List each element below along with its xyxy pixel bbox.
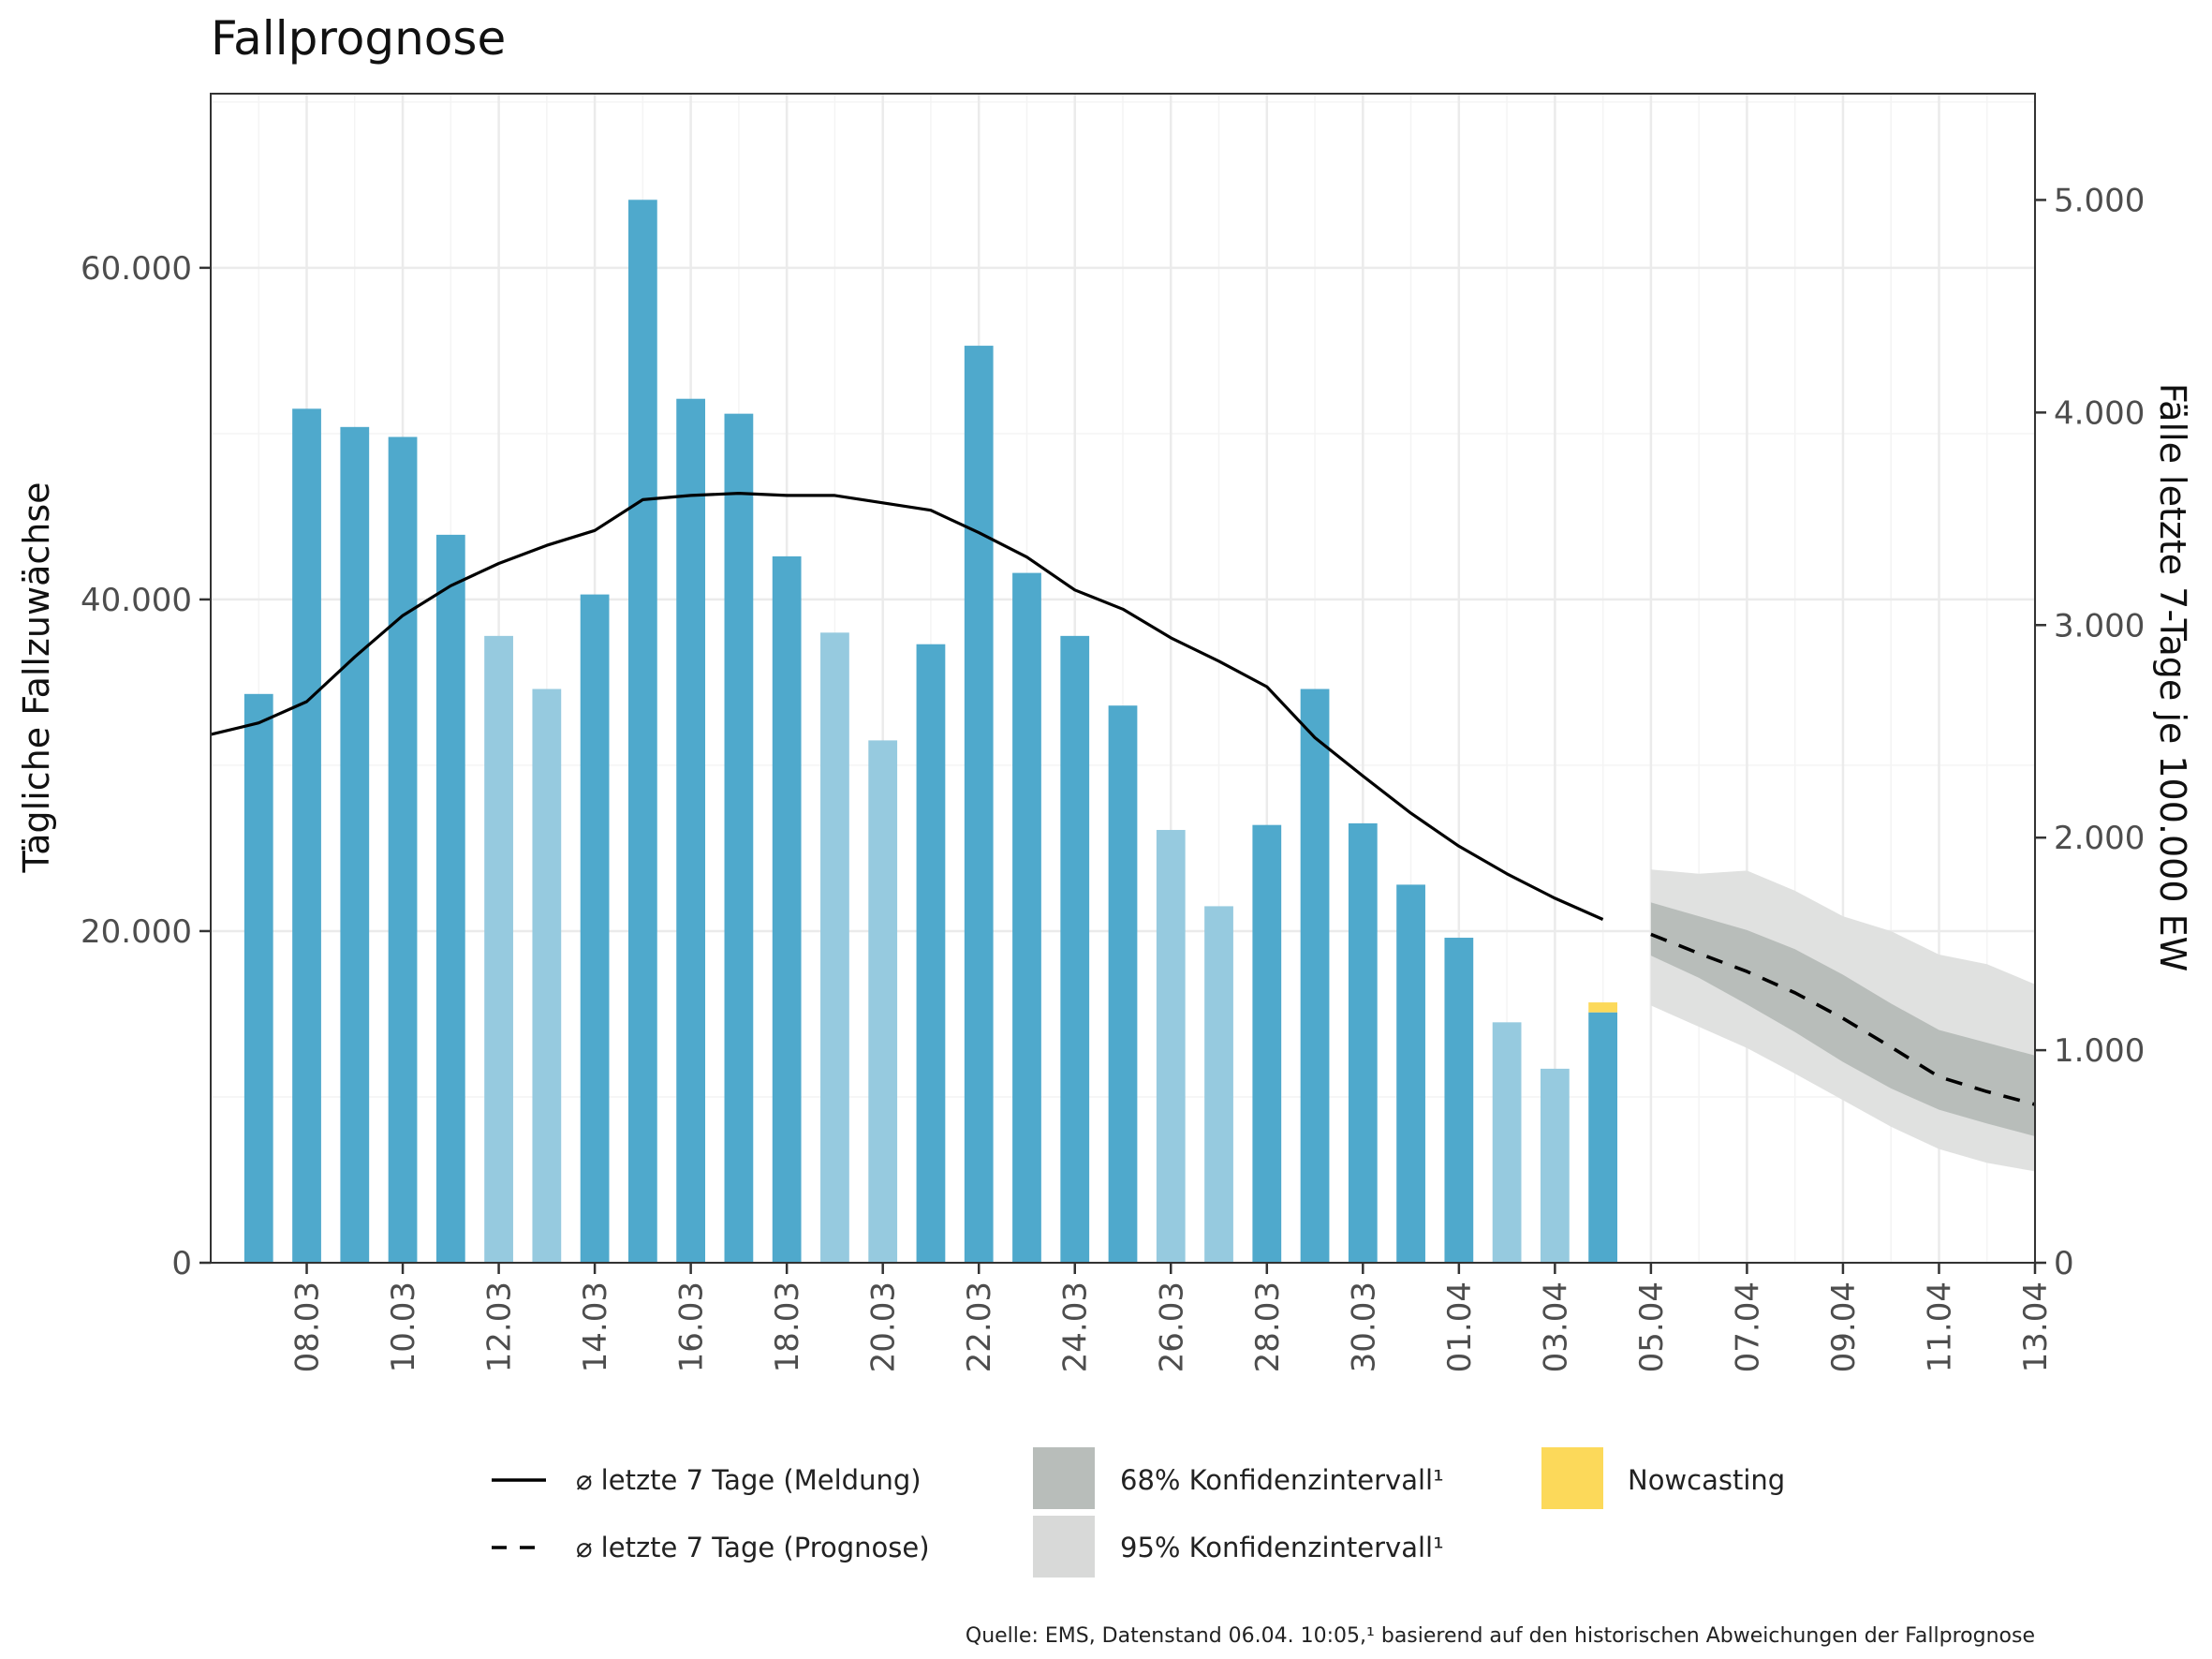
x-tick-label: 09.04 <box>1825 1281 1863 1372</box>
y2-tick-label: 5.000 <box>2054 182 2145 219</box>
legend-ci68-swatch <box>1033 1447 1095 1509</box>
series-line-prognose <box>1650 932 2036 1106</box>
x-tick-label: 05.04 <box>1633 1281 1671 1372</box>
y2-tick-label: 2.000 <box>2054 820 2145 857</box>
legend-label-meldung: ⌀ letzte 7 Tage (Meldung) <box>576 1464 922 1496</box>
bar-2022-03-24 <box>1060 635 1090 1263</box>
y2-axis-title: Fälle letzte 7-Tage je 100.000 EW <box>2152 383 2193 971</box>
legend-label-nowcasting: Nowcasting <box>1628 1464 1785 1496</box>
bar-2022-04-02 <box>1492 1022 1522 1263</box>
legend-label-ci68: 68% Konfidenzintervall¹ <box>1120 1464 1444 1496</box>
bar-2022-03-11 <box>435 534 465 1263</box>
bar-2022-03-08 <box>292 408 321 1263</box>
y-tick-label: 60.000 <box>81 250 192 288</box>
x-tick-label: 22.03 <box>961 1281 998 1372</box>
legend-ci95-swatch <box>1033 1516 1095 1578</box>
y2-tick-label: 3.000 <box>2054 607 2145 644</box>
x-tick-label: 16.03 <box>673 1281 711 1372</box>
bar-2022-03-17 <box>724 413 754 1263</box>
bar-2022-03-27 <box>1204 906 1233 1263</box>
bar-2022-04-01 <box>1444 938 1474 1263</box>
bar-2022-04-03 <box>1540 1068 1570 1263</box>
bar-2022-03-16 <box>676 398 706 1264</box>
bar-2022-03-18 <box>772 555 802 1263</box>
y2-tick-label: 4.000 <box>2054 394 2145 432</box>
bar-2022-03-10 <box>388 437 418 1263</box>
bar-2022-03-28 <box>1252 824 1282 1263</box>
bar-2022-03-13 <box>532 689 562 1263</box>
bar-2022-03-26 <box>1156 829 1186 1263</box>
bar-2022-03-07 <box>243 693 273 1263</box>
x-tick-label: 07.04 <box>1729 1281 1766 1372</box>
x-tick-label: 03.04 <box>1537 1281 1574 1372</box>
x-tick-label: 28.03 <box>1249 1281 1287 1372</box>
x-tick-label: 14.03 <box>577 1281 614 1372</box>
y2-tick-label: 1.000 <box>2054 1032 2145 1070</box>
bar-2022-03-15 <box>627 200 657 1264</box>
bar-2022-03-25 <box>1108 705 1138 1263</box>
x-tick-label: 30.03 <box>1345 1281 1382 1372</box>
bar-2022-03-19 <box>820 632 849 1263</box>
x-tick-label: 01.04 <box>1441 1281 1479 1372</box>
x-tick-label: 24.03 <box>1057 1281 1095 1372</box>
legend-label-ci95: 95% Konfidenzintervall¹ <box>1120 1532 1444 1563</box>
series-line-meldung <box>210 491 1604 921</box>
lines <box>210 491 2036 1106</box>
x-tick-label: 08.03 <box>289 1281 327 1372</box>
bar-2022-03-14 <box>580 594 610 1263</box>
x-tick-label: 20.03 <box>865 1281 903 1372</box>
bar-2022-04-04 <box>1588 1012 1618 1263</box>
bar-2022-03-21 <box>916 644 946 1263</box>
y-tick-label: 20.000 <box>81 913 192 951</box>
x-tick-label: 11.04 <box>1922 1281 1959 1372</box>
bar-2022-03-20 <box>868 740 898 1263</box>
x-tick-label: 10.03 <box>385 1281 422 1372</box>
legend: ⌀ letzte 7 Tage (Meldung) ⌀ letzte 7 Tag… <box>492 1447 1785 1578</box>
x-tick-label: 18.03 <box>769 1281 806 1372</box>
x-tick-label: 26.03 <box>1153 1281 1190 1372</box>
y-axis-title: Tägliche Fallzuwächse <box>16 481 57 873</box>
bar-2022-03-22 <box>964 346 994 1263</box>
bar-2022-03-29 <box>1300 689 1330 1263</box>
legend-label-prognose: ⌀ letzte 7 Tage (Prognose) <box>576 1532 930 1563</box>
y-tick-label: 40.000 <box>81 582 192 619</box>
chart-title: Fallprognose <box>211 11 507 66</box>
nowcasting-bar-2022-04-04 <box>1588 1002 1618 1013</box>
x-tick-label: 12.03 <box>481 1281 519 1372</box>
legend-nowcasting-swatch <box>1541 1447 1603 1509</box>
y2-tick-label: 0 <box>2054 1245 2074 1282</box>
bar-2022-03-09 <box>340 426 370 1264</box>
source-note: Quelle: EMS, Datenstand 06.04. 10:05,¹ b… <box>966 1624 2035 1648</box>
bar-2022-03-30 <box>1348 822 1378 1263</box>
bar-2022-03-23 <box>1012 572 1041 1263</box>
y-tick-label: 0 <box>171 1245 192 1282</box>
axes: 0 20.000 40.000 60.000 0 1.000 2.000 3.000 4.000… <box>81 182 2145 1372</box>
bar-2022-03-12 <box>484 635 513 1263</box>
x-tick-label: 13.04 <box>2017 1281 2055 1372</box>
bar-2022-03-31 <box>1396 884 1425 1263</box>
bars <box>243 200 1618 1264</box>
plot-frame <box>210 93 2036 1264</box>
